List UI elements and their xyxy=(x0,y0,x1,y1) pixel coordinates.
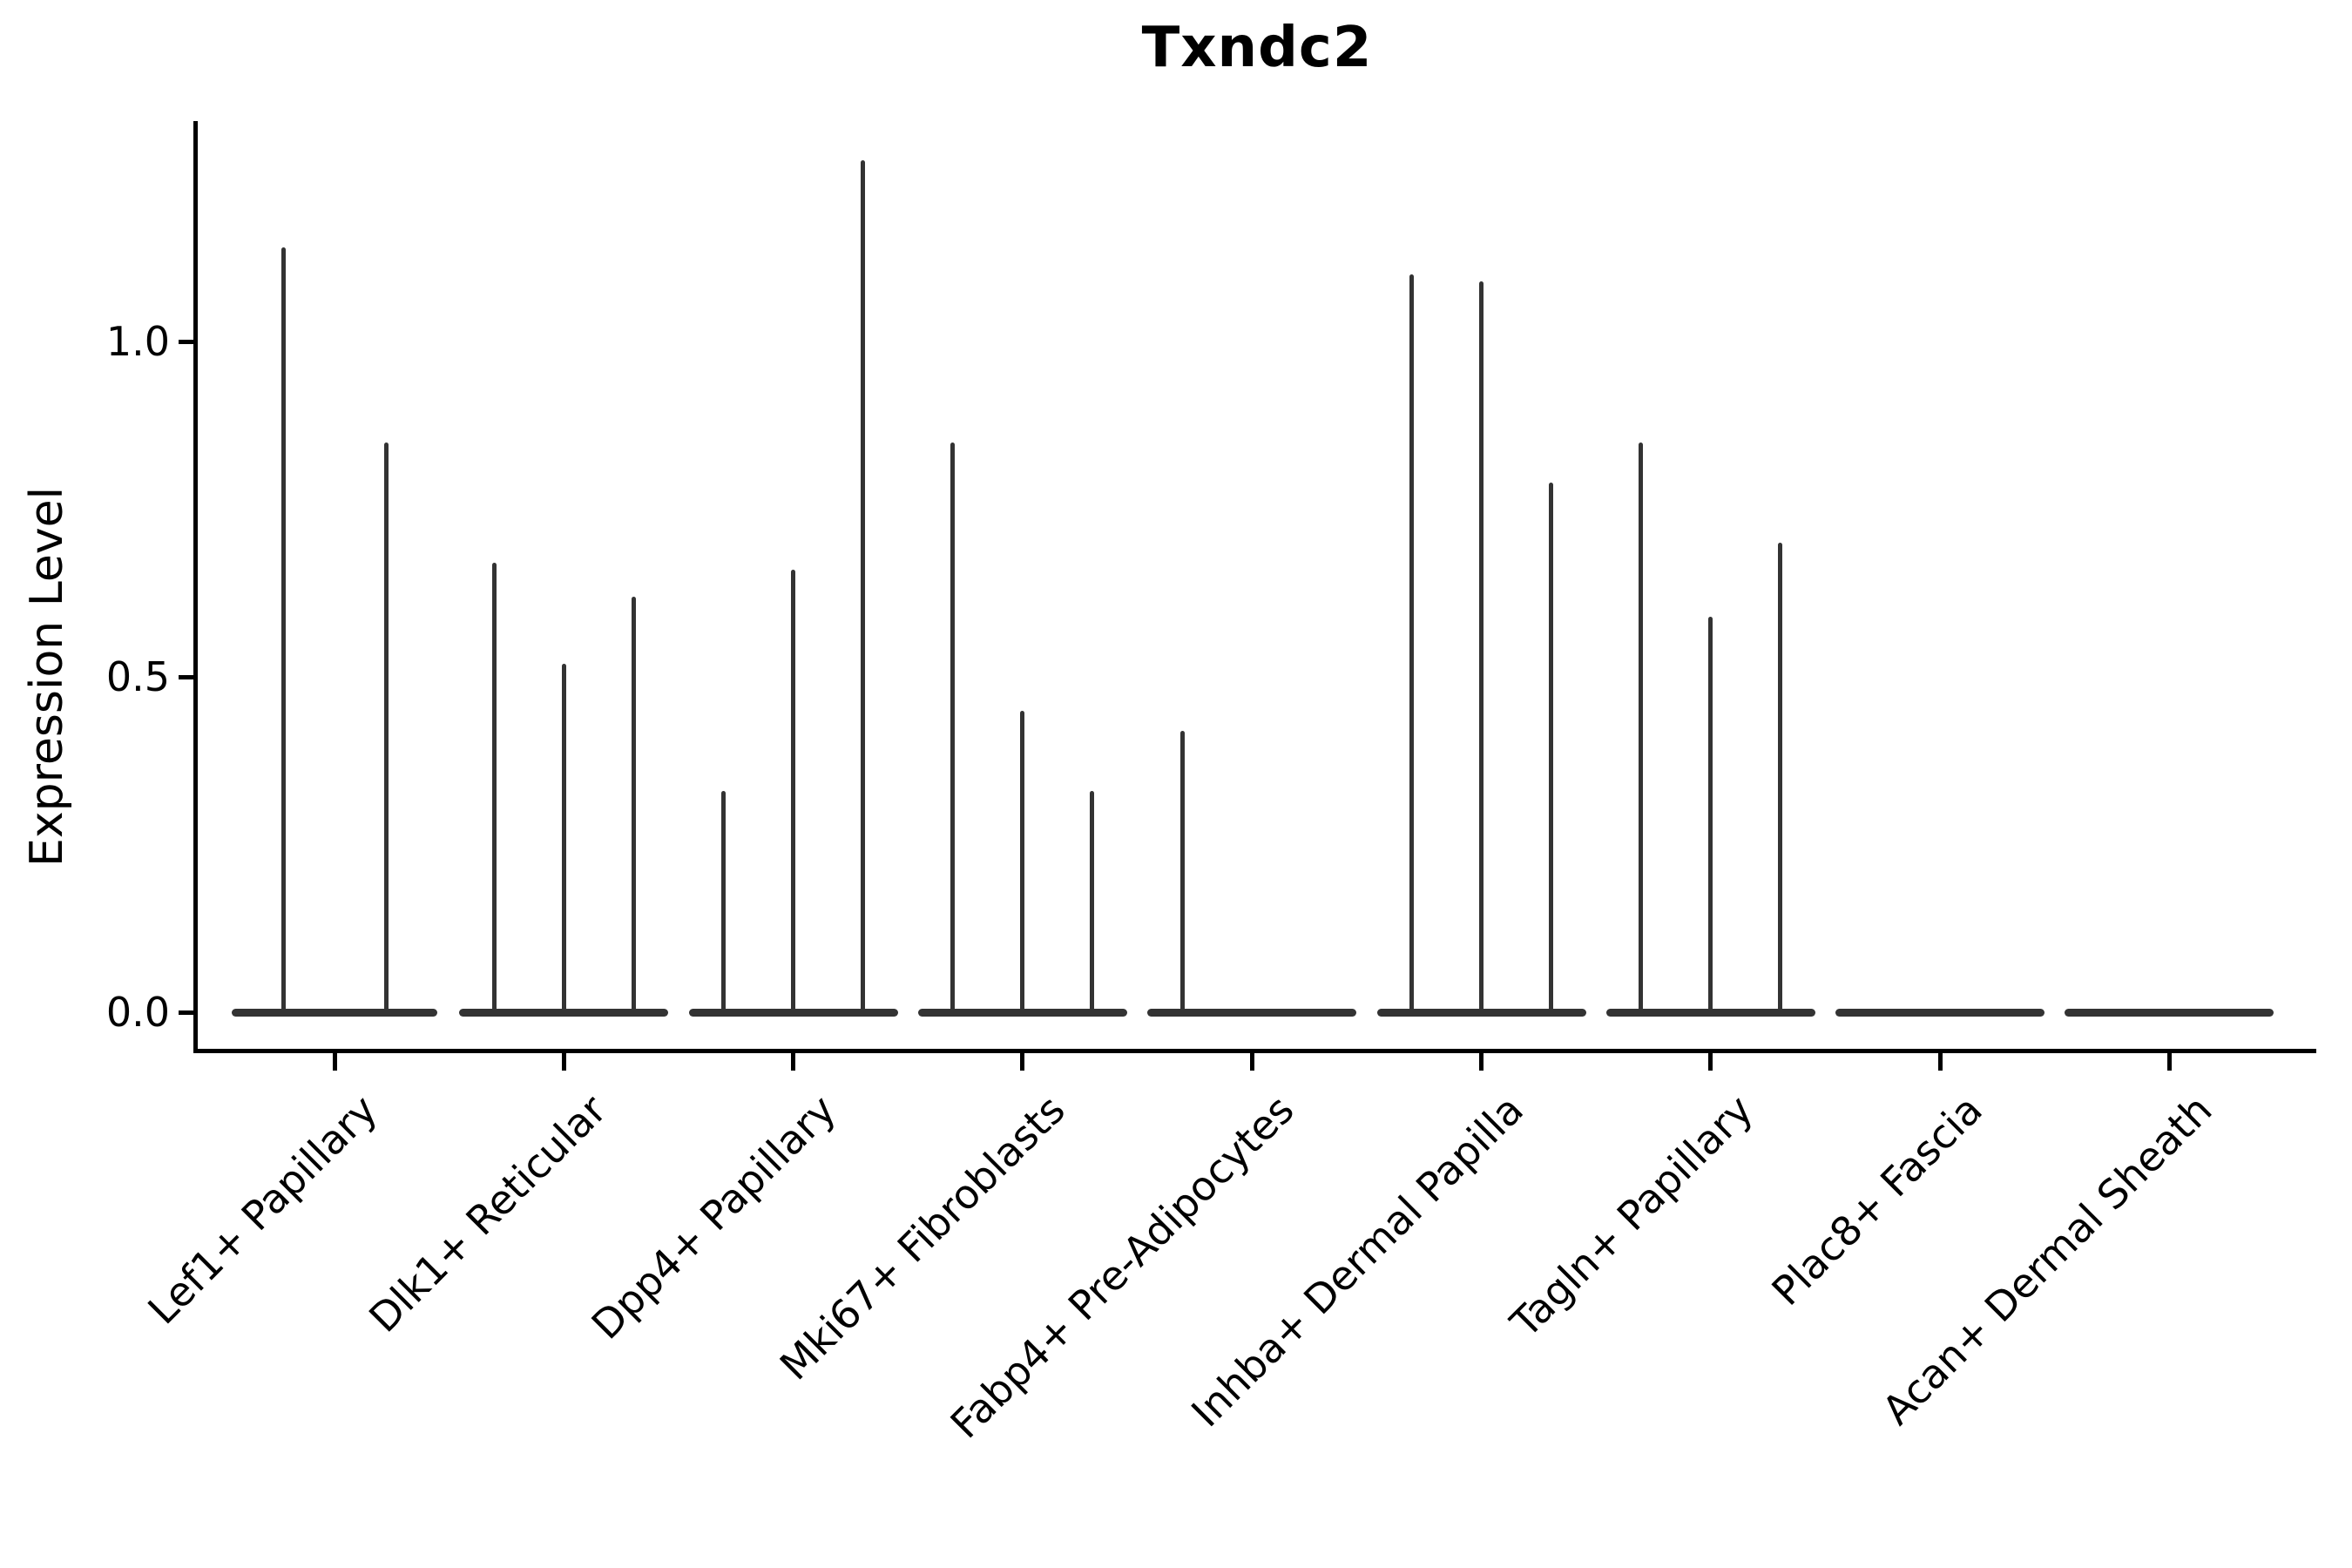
chart-title: Txndc2 xyxy=(1141,16,1373,80)
x-tick-mark xyxy=(1249,1053,1254,1071)
violin-spike xyxy=(1090,790,1095,1012)
y-tick-mark xyxy=(179,674,196,679)
violin-spike xyxy=(561,663,566,1012)
x-tick-mark xyxy=(1937,1053,1943,1071)
violin-spike xyxy=(950,442,956,1012)
violin-spike xyxy=(791,569,796,1012)
x-category-label: Dlk1+ Reticular xyxy=(359,1085,616,1342)
x-tick-mark xyxy=(791,1053,796,1071)
x-tick-mark xyxy=(332,1053,337,1071)
violin-base xyxy=(232,1009,437,1017)
y-tick-label: 1.0 xyxy=(105,318,170,365)
x-tick-mark xyxy=(561,1053,566,1071)
x-category-label: Tagln+ Papillary xyxy=(1501,1085,1762,1347)
violin-spike xyxy=(861,160,866,1012)
violin-base xyxy=(917,1009,1127,1017)
x-category-label: Lef1+ Papillary xyxy=(138,1085,386,1334)
y-tick-label: 0.5 xyxy=(105,653,170,700)
violin-spike xyxy=(280,247,286,1012)
violin-spike xyxy=(383,442,389,1012)
violin-spike xyxy=(1409,274,1414,1012)
violin-base xyxy=(1376,1009,1586,1017)
x-axis-spine xyxy=(193,1049,2316,1053)
violin-base xyxy=(1835,1009,2045,1017)
violin-base xyxy=(1147,1009,1357,1017)
violin-spike xyxy=(1020,710,1025,1012)
x-tick-mark xyxy=(1020,1053,1025,1071)
x-tick-mark xyxy=(1479,1053,1484,1071)
x-tick-mark xyxy=(2166,1053,2172,1071)
y-tick-mark xyxy=(179,339,196,344)
x-tick-mark xyxy=(1708,1053,1713,1071)
y-tick-label: 0.0 xyxy=(105,989,170,1036)
y-tick-mark xyxy=(179,1010,196,1015)
violin-base xyxy=(688,1009,898,1017)
x-category-label: Dpp4+ Papillary xyxy=(582,1085,845,1348)
violin-spike xyxy=(631,596,636,1012)
violin-base xyxy=(459,1009,669,1017)
violin-spike xyxy=(1778,543,1783,1012)
x-category-label: Plac8+ Fascia xyxy=(1762,1085,1991,1315)
violin-base xyxy=(1605,1009,1815,1017)
violin-spike xyxy=(1549,482,1553,1012)
violin-spike xyxy=(721,790,727,1012)
violin-spike xyxy=(1639,442,1644,1012)
violin-spike xyxy=(1708,616,1713,1012)
y-axis-spine xyxy=(193,121,198,1053)
violin-spike xyxy=(491,563,497,1012)
violin-spike xyxy=(1179,730,1185,1012)
violin-base xyxy=(2065,1009,2274,1017)
violin-spike xyxy=(1479,280,1484,1012)
